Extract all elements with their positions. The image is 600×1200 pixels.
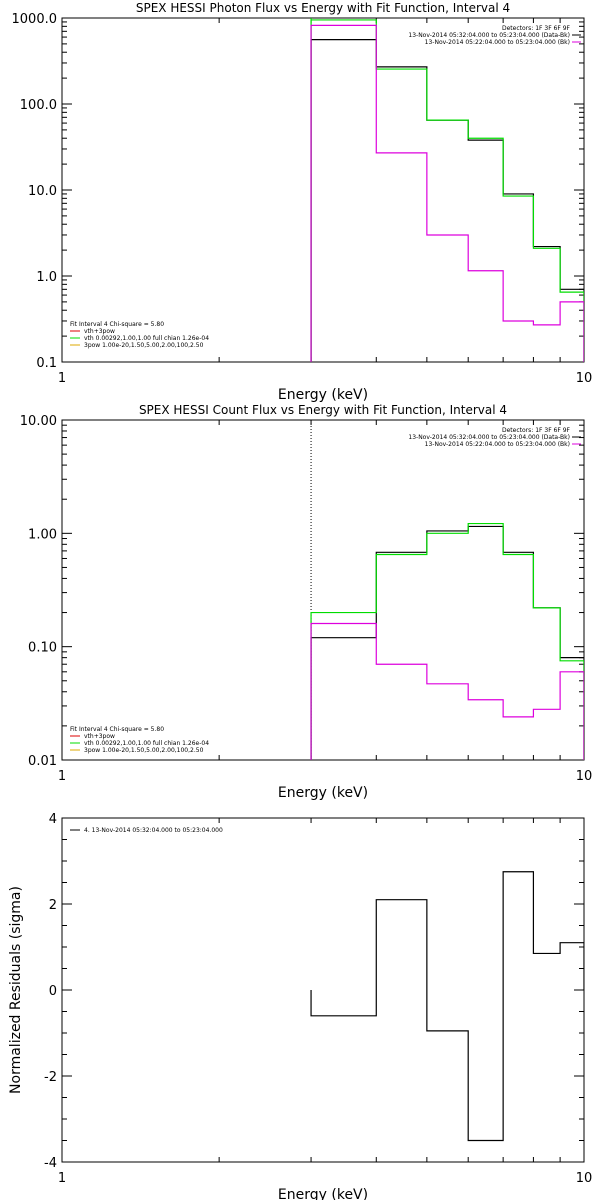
y-tick-label: 1000.0	[12, 12, 58, 27]
panel-3: 1 10 -4 -2 0 2 4 Energy (keV) Normalized Residua…	[8, 812, 592, 1200]
series-group	[310, 871, 584, 1142]
legend-left-header: Fit Interval 4 Chi-square = 5.80	[70, 726, 164, 733]
y-tick-label: 100.0	[20, 98, 57, 113]
y-tick-label: 1.0	[36, 270, 57, 285]
x-axis-label: Energy (keV)	[278, 1187, 368, 1200]
plot-frame	[61, 419, 585, 761]
x-tick-label: 10	[576, 371, 593, 386]
series-1-histogram	[310, 525, 584, 760]
legend-right-line: 13-Nov-2014 05:32:04.000 to 05:23:04.000…	[408, 32, 570, 39]
y-tick-label: 2	[49, 898, 57, 913]
legend-left-line: 3pow 1.00e-20,1.50,5.00,2.00,100,2.50	[84, 342, 204, 349]
legend-right-line: 13-Nov-2014 05:22:04.000 to 05:23:04.000…	[425, 441, 570, 448]
series-2-histogram	[310, 19, 584, 362]
plot-frame	[61, 17, 585, 363]
x-tick-label: 1	[58, 1171, 66, 1186]
y-tick-label: 10.0	[28, 184, 57, 199]
series-3-histogram	[310, 622, 584, 760]
series-group	[310, 522, 584, 760]
legend-left-line: vth+3pow	[84, 733, 115, 740]
legend-left-line: vth 0.00292,1.00,1.00 full chian 1.26e-0…	[84, 335, 209, 342]
x-tick-label: 10	[576, 1171, 593, 1186]
y-tick-label: -2	[44, 1070, 57, 1085]
x-axis-label: Energy (keV)	[278, 387, 368, 403]
plot-frame	[61, 817, 585, 1163]
panel-2: SPEX HESSI Count Flux vs Energy with Fit…	[20, 403, 592, 801]
y-tick-label: 0.10	[28, 641, 57, 656]
series-3-histogram	[310, 24, 584, 362]
legend-left-line: 4. 13-Nov-2014 05:32:04.000 to 05:23:04.…	[84, 827, 223, 834]
series-1-histogram	[310, 871, 584, 1142]
legend-left-header: Fit Interval 4 Chi-square = 5.80	[70, 321, 164, 328]
chart-title: SPEX HESSI Count Flux vs Energy with Fit…	[139, 403, 507, 417]
legend-left-line: vth+3pow	[84, 328, 115, 335]
panel-1: SPEX HESSI Photon Flux vs Energy with Fi…	[12, 1, 593, 403]
y-tick-label: 0.1	[36, 356, 57, 371]
legend-right-line: Detectors: 1F 3F 6F 9F	[502, 427, 571, 434]
series-1-histogram	[310, 39, 584, 362]
series-2-histogram	[310, 522, 584, 760]
y-tick-label: 0	[49, 984, 57, 999]
legend-right-line: 13-Nov-2014 05:32:04.000 to 05:23:04.000…	[408, 434, 570, 441]
x-tick-label: 1	[58, 769, 66, 784]
y-tick-label: 4	[49, 812, 57, 827]
x-axis-label: Energy (keV)	[278, 785, 368, 801]
y-tick-label: -4	[44, 1156, 57, 1171]
chart-title: SPEX HESSI Photon Flux vs Energy with Fi…	[136, 1, 510, 15]
y-tick-label: 0.01	[28, 754, 57, 769]
y-tick-label: 1.00	[28, 527, 57, 542]
y-tick-label: 10.00	[20, 414, 57, 429]
y-axis-label: Normalized Residuals (sigma)	[8, 886, 24, 1094]
legend-left-line: vth 0.00292,1.00,1.00 full chian 1.26e-0…	[84, 740, 209, 747]
x-tick-label: 1	[58, 371, 66, 386]
series-group	[310, 19, 584, 362]
legend-left-line: 3pow 1.00e-20,1.50,5.00,2.00,100,2.50	[84, 747, 204, 754]
legend-right-line: Detectors: 1F 3F 6F 9F	[502, 25, 571, 32]
x-tick-label: 10	[576, 769, 593, 784]
legend-right-line: 13-Nov-2014 05:22:04.000 to 05:23:04.000…	[425, 39, 570, 46]
